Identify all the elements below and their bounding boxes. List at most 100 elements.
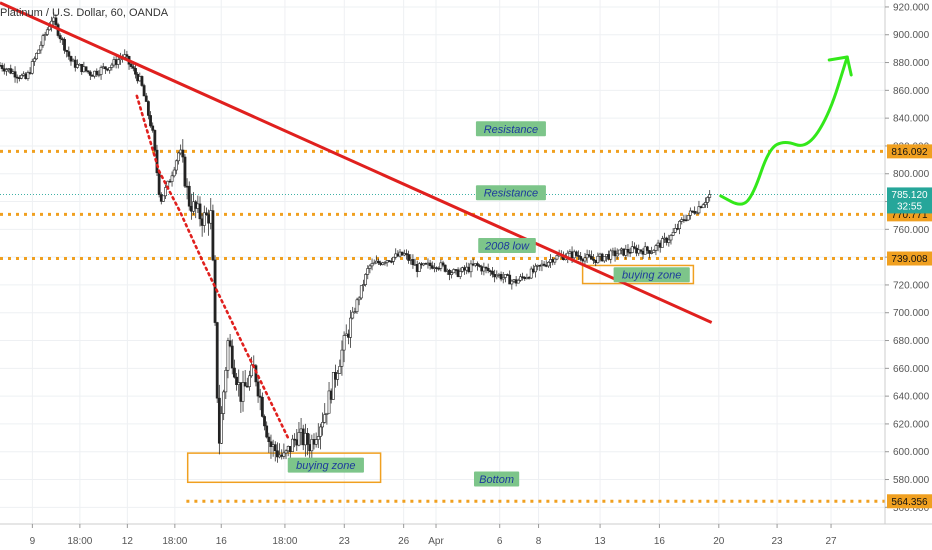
- candle-body: [13, 71, 17, 78]
- candle-body: [76, 64, 79, 68]
- candle-body: [97, 74, 101, 76]
- time-tick-label: 23: [772, 536, 784, 547]
- candle-body: [187, 185, 191, 207]
- candle-body: [364, 274, 368, 285]
- candle-body: [314, 439, 318, 445]
- price-tick-label: 600.000: [893, 447, 930, 458]
- candle-body: [486, 267, 490, 272]
- candle-body: [476, 263, 479, 266]
- candle-body: [411, 259, 415, 265]
- candle-body: [583, 257, 587, 262]
- price-levels: [0, 149, 885, 503]
- candle-body: [220, 413, 223, 444]
- price-tick-label: 840.000: [893, 114, 930, 125]
- annotation-box: [475, 121, 546, 137]
- candle-body: [450, 272, 454, 275]
- candle-body: [58, 35, 62, 40]
- candle-body: [703, 202, 707, 206]
- candle-body: [458, 271, 462, 277]
- candle-body: [553, 258, 557, 263]
- candle-body: [383, 262, 387, 264]
- candle-body: [510, 280, 514, 285]
- candle-body: [88, 71, 92, 76]
- candle-body: [353, 311, 357, 313]
- candle-body: [405, 253, 408, 255]
- candle-body: [110, 64, 114, 68]
- candle-body: [673, 228, 677, 233]
- last-price-tag: [887, 187, 932, 214]
- candle-body: [648, 250, 651, 254]
- candle-body: [357, 297, 361, 301]
- candle-body: [39, 44, 43, 51]
- candle-body: [41, 35, 45, 46]
- candle-body: [652, 250, 656, 253]
- price-tick-label: 580.000: [893, 475, 930, 486]
- candle-body: [258, 395, 262, 398]
- candle-body: [686, 215, 690, 221]
- candle-body: [131, 66, 135, 69]
- candle-body: [439, 262, 443, 269]
- candle-body: [260, 397, 264, 417]
- candle-body: [54, 17, 58, 25]
- candle-body: [325, 412, 329, 415]
- downtrend-line: [0, 1, 713, 324]
- candle-body: [43, 34, 47, 36]
- candle-body: [140, 76, 144, 86]
- annotation-label: Resistance: [484, 188, 538, 200]
- time-tick-label: 23: [339, 536, 351, 547]
- candle-body: [181, 149, 185, 158]
- candle-body: [265, 425, 269, 438]
- candle-body: [650, 252, 654, 254]
- candle-body: [323, 414, 327, 423]
- time-tick-label: Apr: [428, 536, 444, 547]
- candle-body: [542, 263, 546, 266]
- candle-body: [151, 125, 155, 131]
- candle-body: [372, 262, 376, 265]
- candle-body: [355, 299, 359, 312]
- candle-body: [84, 66, 88, 72]
- candle-body: [701, 204, 705, 209]
- candle-body: [230, 345, 234, 369]
- candle-body: [359, 285, 363, 299]
- candle-body: [669, 235, 673, 241]
- candle-body: [149, 115, 152, 127]
- candle-body: [660, 238, 664, 248]
- candle-body: [613, 250, 617, 257]
- time-axis: 9 18:00 12 18:00 16 18:00 23 26 Apr 6 8 13 16 20 23 27: [30, 524, 837, 547]
- candle-body: [452, 269, 456, 274]
- candle-body: [233, 367, 236, 378]
- candle-body: [172, 169, 176, 177]
- candle-body: [630, 246, 634, 253]
- time-tick-label: 9: [30, 536, 36, 547]
- candle-body: [596, 255, 600, 264]
- level-price-text: 770.771: [891, 210, 928, 221]
- projection-curve: [719, 55, 849, 206]
- annotation-box: [613, 267, 690, 283]
- candle-body: [157, 172, 161, 195]
- candle-body: [67, 51, 71, 57]
- annotation-box: [287, 457, 364, 473]
- candle-body: [615, 253, 619, 257]
- candle-body: [390, 260, 393, 263]
- price-tick-label: 920.000: [893, 2, 930, 13]
- candle-body: [362, 284, 365, 286]
- candle-body: [534, 265, 537, 273]
- level-price-tag: [887, 144, 932, 159]
- annotation-box: [473, 471, 520, 487]
- candle-body: [306, 432, 309, 445]
- price-tick-label: 700.000: [893, 308, 930, 319]
- time-tick-label: 20: [713, 536, 725, 547]
- time-tick-label: 12: [122, 536, 134, 547]
- time-tick-label: 26: [398, 536, 410, 547]
- candle-body: [602, 256, 606, 262]
- candle-body: [645, 246, 649, 251]
- candle-body: [331, 372, 335, 400]
- candle-body: [142, 85, 146, 97]
- price-axis-panel[interactable]: [885, 0, 932, 550]
- candle-body: [693, 211, 697, 214]
- candle-body: [547, 262, 550, 267]
